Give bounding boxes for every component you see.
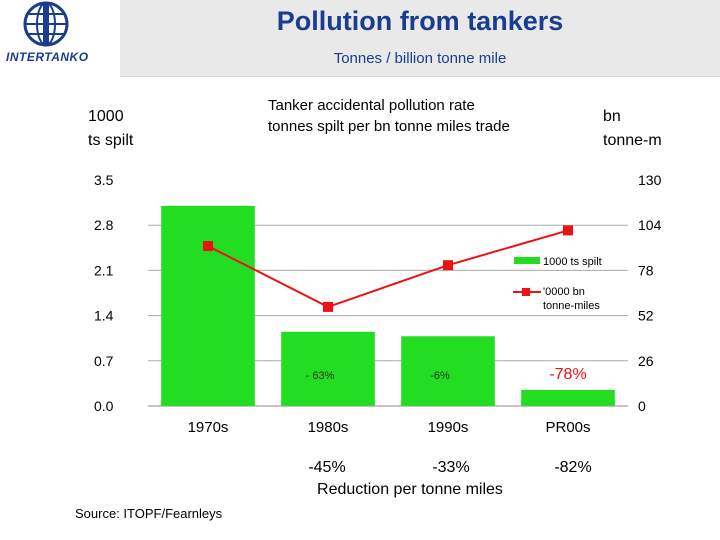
right-axis-label-line2: tonne-m: [603, 132, 662, 149]
annotation-label: -6%: [430, 370, 450, 382]
legend-line-label-line1: '0000 bn: [543, 286, 585, 298]
legend-bar-label: 1000 ts spilt: [543, 256, 602, 268]
x-tick-label: PR00s: [545, 419, 590, 436]
page-title: Pollution from tankers: [276, 6, 564, 36]
reduction-caption: Reduction per tonne miles: [317, 481, 503, 498]
line-point-1980s: [323, 301, 333, 312]
y-left-tick-label: 0.7: [94, 353, 114, 369]
y-right-tick-label: 78: [638, 262, 654, 278]
logo: INTERTANKO: [0, 0, 120, 76]
legend-line-label-line2: tonne-miles: [543, 300, 600, 312]
y-left-tick-label: 2.1: [94, 262, 114, 278]
y-right-tick-label: 52: [638, 308, 654, 324]
reduction-overall: -82%: [554, 459, 591, 476]
title-band: [120, 0, 720, 76]
y-right-tick-label: 26: [638, 353, 654, 369]
page-subtitle: Tonnes / billion tonne mile: [333, 50, 507, 67]
y-right-tick-label: 0: [638, 398, 646, 414]
annotation-label: -78%: [549, 366, 586, 383]
y-left-tick-label: 2.8: [94, 217, 114, 233]
bar-1990s: [401, 336, 495, 406]
y-right-tick-label: 104: [638, 217, 662, 233]
line-point-PR00s: [563, 225, 573, 236]
right-axis-label-line1: bn: [603, 108, 621, 125]
source-note: Source: ITOPF/Fearnleys: [75, 506, 223, 521]
y-left-tick-label: 0.0: [94, 398, 114, 414]
x-tick-label: 1980s: [308, 419, 349, 436]
globe-logo-icon: [23, 1, 69, 47]
reduction-1970s-1980s: -45%: [308, 459, 345, 476]
chart-title-line1: Tanker accidental pollution rate: [268, 97, 475, 114]
annotation-label: - 63%: [306, 370, 335, 382]
left-axis-label-line1: 1000: [88, 108, 124, 125]
y-left-tick-label: 1.4: [94, 308, 114, 324]
bar-1980s: [281, 331, 375, 406]
header: INTERTANKO Pollution from tankers Tonnes…: [0, 0, 720, 77]
y-right-tick-label: 130: [638, 172, 662, 188]
legend-line-marker: [522, 288, 530, 296]
bar-PR00s: [521, 389, 615, 406]
line-point-1970s: [203, 241, 213, 252]
y-left-tick-label: 3.5: [94, 172, 114, 188]
left-axis-label-line2: ts spilt: [88, 132, 134, 149]
chart-title-line2: tonnes spilt per bn tonne miles trade: [268, 118, 510, 135]
logo-text: INTERTANKO: [6, 50, 89, 64]
x-tick-label: 1970s: [188, 419, 229, 436]
x-tick-label: 1990s: [428, 419, 469, 436]
line-series-path: [207, 229, 569, 308]
reduction-1980s-1990s: -33%: [432, 459, 469, 476]
bar-1970s: [161, 205, 255, 406]
line-point-1990s: [443, 260, 453, 271]
header-divider: [120, 76, 720, 77]
legend-bar-swatch: [514, 257, 540, 264]
